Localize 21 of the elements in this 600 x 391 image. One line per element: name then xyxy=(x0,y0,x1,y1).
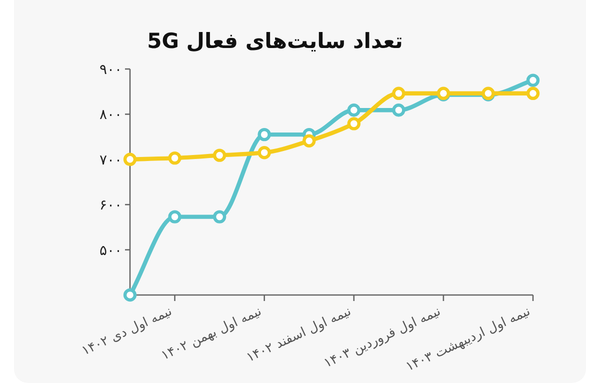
point xyxy=(123,288,137,302)
point xyxy=(526,74,540,87)
point xyxy=(212,148,226,162)
point xyxy=(526,86,540,100)
point xyxy=(392,86,406,100)
point xyxy=(347,117,360,130)
point xyxy=(258,128,271,142)
point xyxy=(123,152,137,166)
point xyxy=(168,151,182,165)
point xyxy=(392,104,406,117)
y-tick-label: ۶۰۰ xyxy=(99,198,122,214)
point xyxy=(347,104,360,117)
title: تعداد سایت‌های فعال 5G xyxy=(147,29,403,53)
point xyxy=(212,210,226,224)
y-tick-label: ۹۰۰ xyxy=(99,62,122,78)
point xyxy=(302,134,316,148)
y-tick-label: ۵۰۰ xyxy=(99,242,122,259)
point xyxy=(258,146,271,160)
y-tick-label: ۸۰۰ xyxy=(99,107,122,124)
y-tick-label: ۷۰۰ xyxy=(99,152,122,168)
point xyxy=(168,210,182,224)
